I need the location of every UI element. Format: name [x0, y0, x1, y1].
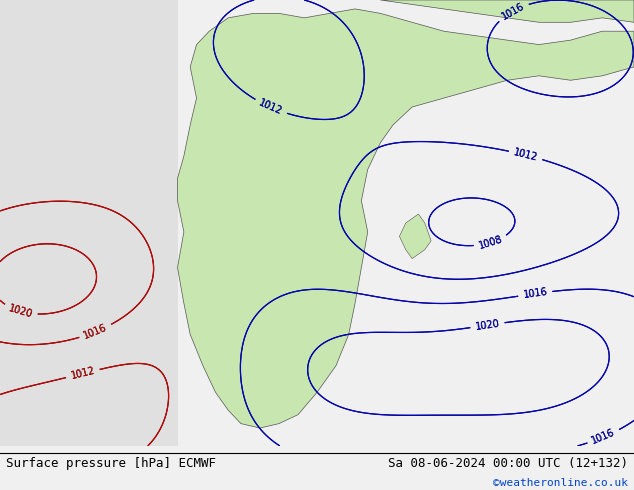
Text: 1020: 1020: [474, 318, 500, 332]
Text: 1016: 1016: [590, 428, 617, 446]
Text: 1012: 1012: [512, 147, 539, 163]
Text: 1016: 1016: [522, 287, 548, 300]
Text: 1012: 1012: [257, 98, 284, 117]
Text: 1020: 1020: [8, 303, 34, 319]
Text: 1016: 1016: [500, 0, 526, 22]
Polygon shape: [178, 9, 634, 428]
Text: 1012: 1012: [70, 366, 96, 381]
Text: ©weatheronline.co.uk: ©weatheronline.co.uk: [493, 478, 628, 488]
Text: 1016: 1016: [500, 0, 526, 22]
Text: 1016: 1016: [522, 287, 548, 300]
Polygon shape: [380, 0, 634, 22]
Polygon shape: [399, 214, 431, 259]
Text: 1016: 1016: [82, 322, 109, 341]
Text: 1012: 1012: [70, 366, 96, 381]
Text: 1020: 1020: [8, 303, 34, 319]
Text: 1012: 1012: [257, 98, 284, 117]
Text: 1012: 1012: [512, 147, 539, 163]
Text: 1016: 1016: [82, 322, 109, 341]
Text: 1020: 1020: [474, 318, 500, 332]
Text: 1016: 1016: [590, 428, 617, 446]
Text: 1008: 1008: [477, 234, 504, 251]
Text: 1008: 1008: [477, 234, 504, 251]
Text: Surface pressure [hPa] ECMWF: Surface pressure [hPa] ECMWF: [6, 457, 216, 469]
Text: Sa 08-06-2024 00:00 UTC (12+132): Sa 08-06-2024 00:00 UTC (12+132): [387, 457, 628, 469]
Polygon shape: [0, 0, 178, 446]
